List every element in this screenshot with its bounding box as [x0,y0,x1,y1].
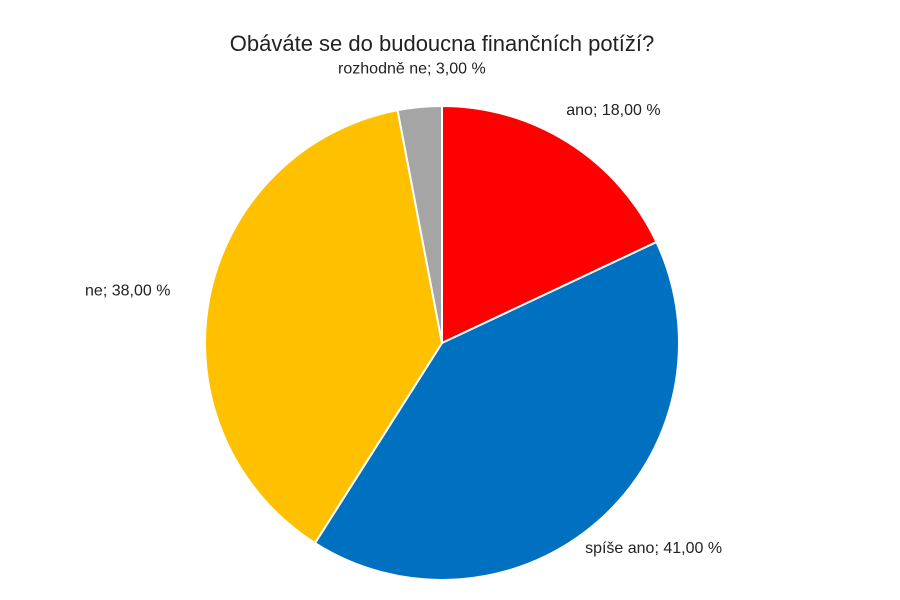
value-label: 3,00 % [436,61,486,78]
category-label: spíše ano [585,540,654,557]
data-label: rozhodně ne; 3,00 % [338,61,486,78]
category-label: ne [85,283,103,300]
chart-title: Obáváte se do budoucna finančních potíží… [230,31,654,56]
data-label: ano; 18,00 % [566,102,660,119]
category-label: ano [566,102,593,119]
value-label: 18,00 % [602,102,661,119]
label-separator: ; [593,102,602,119]
data-label: ne; 38,00 % [85,283,170,300]
pie-slice [441,104,658,345]
value-label: 41,00 % [663,540,722,557]
pie-slice [396,104,443,344]
label-separator: ; [654,540,663,557]
pie-slice [204,109,444,545]
category-label: rozhodně ne [338,61,427,78]
label-separator: ; [103,283,112,300]
pie-slice [313,240,680,581]
value-label: 38,00 % [112,283,171,300]
data-label: spíše ano; 41,00 % [585,540,722,557]
label-separator: ; [427,61,436,78]
